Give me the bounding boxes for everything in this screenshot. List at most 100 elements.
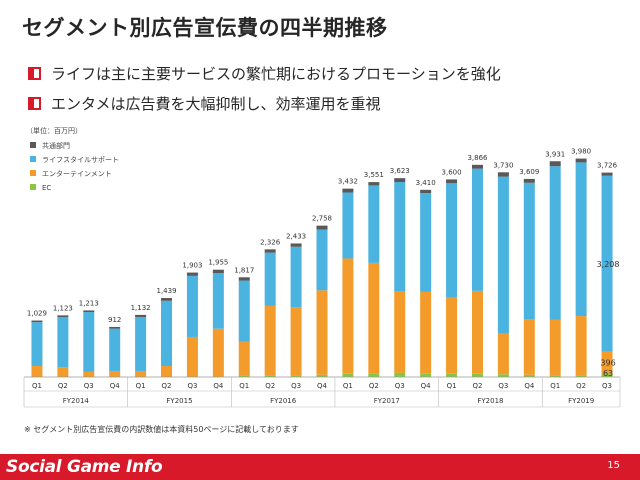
bar-segment (109, 328, 121, 371)
bar-segment (420, 291, 432, 374)
bar-segment (31, 320, 43, 323)
bar-segment (368, 182, 380, 186)
total-label: 1,439 (156, 287, 176, 295)
bullet-square-icon (28, 66, 41, 80)
bar-segment (497, 333, 509, 375)
bar-segment (523, 319, 535, 375)
bar-segment (264, 252, 276, 306)
segment-value-label: 396 (600, 359, 615, 368)
total-label: 1,955 (208, 259, 228, 267)
bar-segment (264, 305, 276, 376)
legend-swatch (30, 142, 36, 148)
total-label: 3,609 (519, 168, 539, 176)
x-tick-label: Q4 (524, 382, 535, 390)
bar-segment (471, 373, 483, 377)
page-number: 15 (607, 460, 620, 471)
total-label: 3,432 (338, 178, 358, 186)
x-tick-label: Q4 (213, 382, 224, 390)
total-label: 2,326 (260, 238, 281, 246)
bar-segment (420, 189, 432, 194)
legend-label: 共通部門 (42, 141, 70, 150)
bullet-square-icon (28, 96, 41, 110)
bar-segment (523, 374, 535, 377)
bar-segment (549, 166, 561, 320)
bar-segment (135, 314, 147, 318)
total-label: 2,758 (312, 215, 332, 223)
bar-segment (446, 373, 458, 377)
bar-segment (264, 375, 276, 377)
bar-segment (238, 277, 250, 281)
bar-segment (290, 243, 302, 247)
bullet-item: ライフは主に主要サービスの繁忙期におけるプロモーションを強化 (28, 60, 501, 86)
bar-segment (109, 326, 121, 329)
bar-segment (575, 158, 587, 163)
bar-segment (601, 172, 613, 176)
x-tick-label: Q2 (265, 382, 275, 390)
bar-segment (575, 375, 587, 377)
total-label: 1,123 (53, 304, 73, 312)
bar-segment (549, 161, 561, 167)
bar-segment (394, 372, 406, 377)
year-group-label: FY2018 (477, 397, 503, 405)
site-logo: Social Game Info (6, 457, 163, 477)
total-label: 1,029 (27, 310, 47, 318)
bar-segment (135, 370, 147, 377)
bar-segment (497, 374, 509, 377)
bar-segment (290, 307, 302, 376)
total-label: 1,213 (79, 299, 99, 307)
bar-segment (601, 351, 613, 374)
bar-segment (368, 185, 380, 263)
bar-segment (549, 319, 561, 376)
bar-segment (420, 193, 432, 292)
bar-segment (471, 290, 483, 374)
bar-segment (446, 183, 458, 298)
bar-segment (394, 178, 406, 182)
total-label: 3,600 (442, 168, 462, 176)
total-label: 3,623 (390, 167, 410, 175)
bar-segment (394, 291, 406, 373)
legend-swatch (30, 156, 36, 162)
x-tick-label: Q3 (602, 382, 612, 390)
bar-segment (471, 164, 483, 169)
bar-segment (31, 322, 43, 367)
bar-segment (523, 182, 535, 320)
bar-segment (316, 229, 328, 291)
bar-segment (575, 316, 587, 376)
bar-segment (264, 249, 276, 253)
x-tick-label: Q1 (239, 382, 249, 390)
x-tick-label: Q3 (498, 382, 508, 390)
bar-segment (342, 188, 354, 193)
segment-value-label: 3,208 (597, 260, 620, 269)
page-title: セグメント別広告宣伝費の四半期推移 (22, 16, 388, 40)
bullet-text: エンタメは広告費を大幅抑制し、効率運用を重視 (51, 94, 381, 113)
bar-segment (316, 374, 328, 377)
bar-segment (394, 181, 406, 292)
bar-segment (109, 370, 121, 377)
bar-segment (186, 336, 198, 377)
bar-segment (83, 312, 95, 372)
bar-segment (342, 373, 354, 377)
bar-segment (290, 246, 302, 308)
bar-segment (497, 176, 509, 334)
bar-segment (368, 262, 380, 374)
x-tick-label: Q1 (136, 382, 146, 390)
legend-label: ライフスタイルサポート (42, 155, 119, 164)
bar-segment (497, 172, 509, 177)
total-label: 3,410 (416, 179, 436, 187)
x-tick-label: Q2 (369, 382, 379, 390)
unit-label: （単位：百万円） (26, 126, 82, 135)
bar-segment (316, 225, 328, 230)
bar-segment (446, 179, 458, 184)
legend-swatch (30, 184, 36, 190)
bar-segment (238, 375, 250, 377)
x-tick-label: Q1 (32, 382, 42, 390)
bar-segment (57, 317, 69, 368)
bar-segment (57, 315, 69, 318)
total-label: 3,551 (364, 171, 384, 179)
bullet-text: ライフは主に主要サービスの繁忙期におけるプロモーションを強化 (51, 64, 501, 83)
bar-segment (601, 175, 613, 352)
year-group-label: FY2015 (166, 397, 192, 405)
x-tick-label: Q2 (472, 382, 482, 390)
bar-segment (290, 375, 302, 377)
